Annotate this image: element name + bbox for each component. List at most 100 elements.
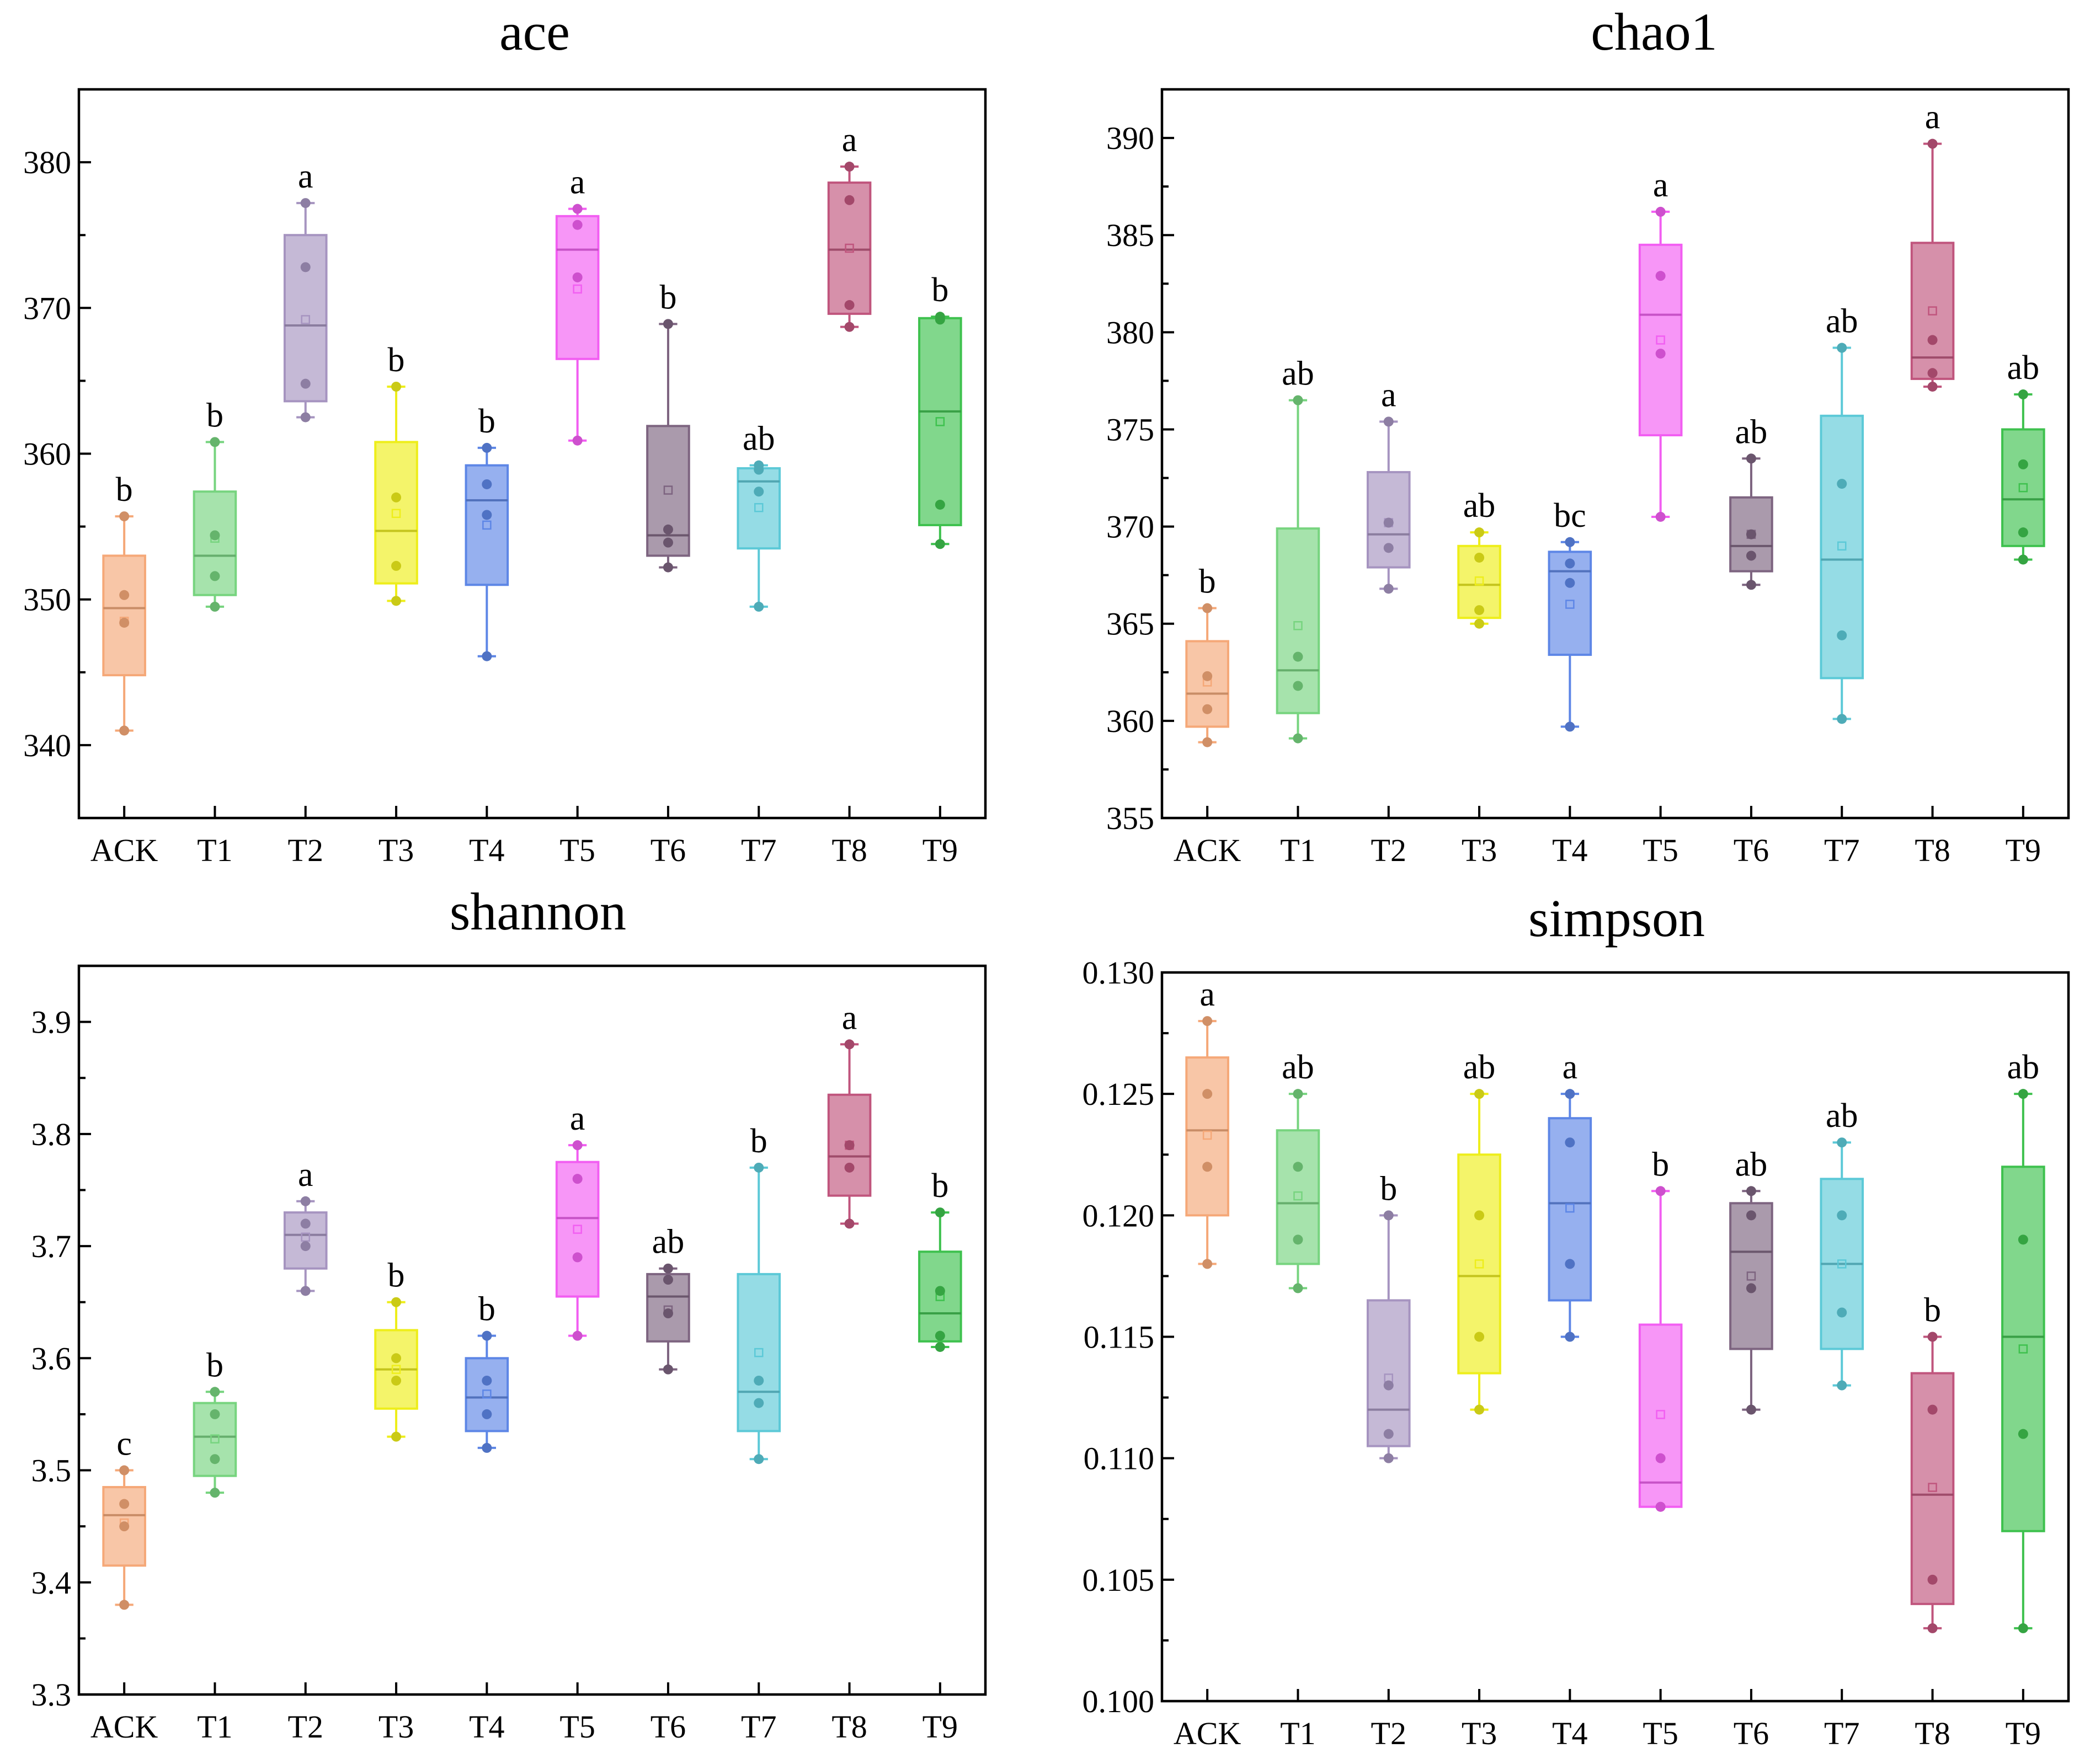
data-point bbox=[210, 1488, 220, 1498]
data-point bbox=[210, 1387, 220, 1397]
data-point bbox=[2018, 459, 2028, 469]
data-point bbox=[572, 272, 583, 282]
x-tick-label: T4 bbox=[1552, 1715, 1587, 1751]
x-tick-label: T5 bbox=[559, 1709, 595, 1745]
box-group-t4: b bbox=[465, 403, 509, 661]
data-point bbox=[663, 1275, 673, 1285]
box-group-t1: ab bbox=[1276, 1049, 1320, 1293]
iqr-box bbox=[102, 554, 146, 677]
data-point bbox=[754, 1454, 764, 1464]
box-group-t8: a bbox=[827, 121, 872, 332]
data-point bbox=[1383, 1210, 1394, 1221]
box-group-t5: a bbox=[555, 1100, 600, 1341]
iqr-box bbox=[2001, 428, 2045, 547]
box-group-t9: b bbox=[918, 271, 962, 549]
box-group-t1: b bbox=[193, 397, 237, 612]
x-tick-label: T2 bbox=[288, 1709, 323, 1745]
x-tick-label: T6 bbox=[1734, 832, 1769, 868]
data-point bbox=[1927, 1623, 1938, 1633]
ace-panel: ace 340 350 360 370 380 ACK T1 T2 T3 T4 T5 T6 T7 T8 T… bbox=[23, 2, 987, 868]
data-point bbox=[119, 725, 130, 736]
y-tick-label: 370 bbox=[23, 290, 71, 326]
data-point bbox=[1293, 1089, 1303, 1099]
significance-letter: a bbox=[842, 999, 857, 1036]
y-tick-label: 0.120 bbox=[1083, 1198, 1155, 1233]
significance-letter: a bbox=[1563, 1049, 1578, 1086]
x-tick-label: T4 bbox=[469, 1709, 504, 1745]
data-point bbox=[663, 524, 673, 534]
x-tick-label: T1 bbox=[1280, 1715, 1315, 1751]
data-point bbox=[663, 1263, 673, 1274]
mean-marker bbox=[573, 1225, 582, 1234]
significance-letter: a bbox=[1925, 99, 1940, 136]
data-point bbox=[935, 312, 945, 322]
data-point bbox=[119, 1465, 130, 1476]
data-point bbox=[300, 198, 311, 209]
y-tick-label: 0.125 bbox=[1083, 1076, 1155, 1112]
data-point bbox=[1474, 605, 1485, 616]
data-point bbox=[1837, 343, 1847, 353]
iqr-box bbox=[283, 234, 328, 403]
data-point bbox=[1565, 1332, 1575, 1342]
simpson-panel: simpson 0.1000.1050.1100.1150.1200.1250.… bbox=[1083, 889, 2070, 1751]
data-point bbox=[663, 319, 673, 329]
simpson-x-axis: ACK T1 T2 T3 T4 T5 T6 T7 T8 T9 bbox=[1174, 1689, 2041, 1751]
iqr-box bbox=[555, 1161, 600, 1298]
box-group-t2: a bbox=[283, 158, 328, 423]
significance-letter: ab bbox=[2007, 1049, 2040, 1086]
mean-marker bbox=[301, 315, 310, 324]
significance-letter: b bbox=[206, 397, 223, 434]
data-point bbox=[572, 435, 583, 446]
data-point bbox=[754, 601, 764, 612]
simpson-title: simpson bbox=[1528, 889, 1705, 948]
y-tick-label: 375 bbox=[1106, 411, 1154, 447]
data-point bbox=[2018, 554, 2028, 565]
iqr-box bbox=[918, 317, 962, 526]
box-group-t6: b bbox=[646, 279, 690, 573]
data-point bbox=[1837, 1307, 1847, 1318]
data-point bbox=[1927, 1332, 1938, 1342]
box-group-t9: b bbox=[918, 1167, 962, 1352]
box-group-t3: b bbox=[374, 1257, 418, 1442]
y-tick-label: 380 bbox=[1106, 314, 1154, 350]
y-tick-label: 360 bbox=[1106, 703, 1154, 739]
data-point bbox=[1202, 603, 1213, 613]
data-point bbox=[1383, 543, 1394, 553]
significance-letter: ab bbox=[743, 420, 775, 458]
mean-marker bbox=[1474, 576, 1484, 586]
box-group-t5: b bbox=[1638, 1146, 1683, 1512]
x-tick-label: T8 bbox=[831, 1709, 867, 1745]
data-point bbox=[1202, 1162, 1213, 1172]
data-point bbox=[391, 1353, 402, 1364]
data-point bbox=[572, 1330, 583, 1341]
box-group-t6: ab bbox=[646, 1223, 690, 1375]
mean-marker bbox=[2018, 483, 2028, 493]
mean-marker bbox=[663, 485, 673, 495]
x-tick-label: T3 bbox=[1462, 1715, 1497, 1751]
iqr-box bbox=[1366, 1299, 1411, 1447]
significance-letter: b bbox=[478, 403, 495, 440]
data-point bbox=[1383, 1380, 1394, 1391]
significance-letter: b bbox=[478, 1291, 495, 1328]
data-point bbox=[754, 1162, 764, 1173]
y-tick-label: 3.9 bbox=[31, 1004, 72, 1040]
significance-letter: b bbox=[388, 1257, 405, 1295]
x-tick-label: T7 bbox=[741, 832, 776, 868]
data-point bbox=[300, 378, 311, 389]
data-point bbox=[1655, 511, 1666, 522]
box-group-ack: a bbox=[1185, 976, 1229, 1269]
box-group-t7: b bbox=[737, 1122, 781, 1464]
box-group-t6: ab bbox=[1729, 413, 1773, 590]
x-tick-label: T6 bbox=[651, 832, 686, 868]
data-point bbox=[935, 1286, 945, 1296]
data-point bbox=[1383, 517, 1394, 528]
data-point bbox=[1746, 550, 1756, 561]
data-point bbox=[1927, 1404, 1938, 1415]
data-point bbox=[1293, 733, 1303, 744]
data-point bbox=[1927, 381, 1938, 392]
data-point bbox=[935, 499, 945, 510]
shannon-x-axis: ACK T1 T2 T3 T4 T5 T6 T7 T8 T9 bbox=[90, 1682, 958, 1745]
significance-letter: ab bbox=[1282, 355, 1314, 393]
data-point bbox=[119, 511, 130, 522]
